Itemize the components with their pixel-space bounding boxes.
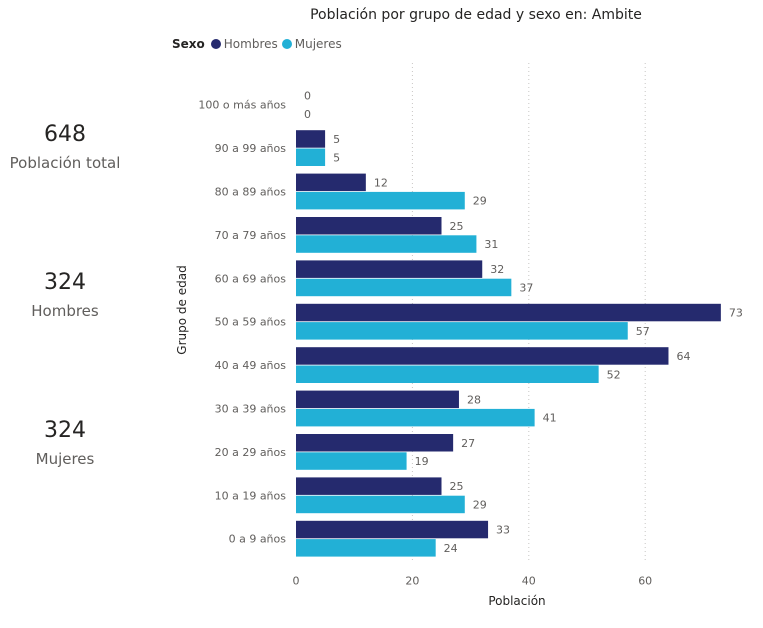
y-axis-title: Grupo de edad	[175, 265, 189, 355]
kpi-men-label: Hombres	[31, 302, 99, 320]
x-tick-label: 0	[293, 574, 300, 587]
data-label-mujeres: 0	[304, 108, 311, 121]
data-label-hombres: 32	[490, 263, 504, 276]
data-label-hombres: 73	[729, 307, 743, 320]
data-label-mujeres: 57	[636, 325, 650, 338]
bar-mujeres[interactable]	[296, 235, 477, 253]
legend-label-hombres: Hombres	[223, 37, 278, 51]
bar-hombres[interactable]	[296, 434, 454, 452]
data-label-hombres: 12	[374, 176, 388, 189]
kpi-total-label: Población total	[9, 154, 121, 172]
data-label-hombres: 25	[450, 220, 464, 233]
kpi-total: 648 Población total	[0, 122, 130, 172]
data-label-mujeres: 31	[484, 238, 498, 251]
chart-title: Población por grupo de edad y sexo en: A…	[310, 7, 642, 23]
kpi-women: 324 Mujeres	[0, 418, 130, 468]
y-tick-label: 90 a 99 años	[215, 142, 287, 155]
y-tick-label: 80 a 89 años	[215, 186, 287, 199]
data-label-mujeres: 5	[333, 151, 340, 164]
x-axis-title: Población	[488, 594, 546, 608]
bar-hombres[interactable]	[296, 520, 489, 539]
x-tick-label: 60	[638, 574, 652, 587]
data-label-mujeres: 29	[473, 195, 487, 208]
bar-mujeres[interactable]	[296, 148, 326, 167]
bar-hombres[interactable]	[296, 477, 442, 495]
kpi-women-value: 324	[44, 418, 86, 443]
kpi-total-value: 648	[44, 122, 86, 147]
y-tick-label: 60 a 69 años	[215, 272, 287, 285]
data-label-mujeres: 24	[444, 542, 458, 555]
bar-hombres[interactable]	[296, 260, 483, 278]
bar-hombres[interactable]	[296, 173, 366, 192]
bar-mujeres[interactable]	[296, 322, 628, 340]
x-tick-label: 20	[405, 574, 419, 587]
x-tick-label: 40	[522, 574, 536, 587]
bar-hombres[interactable]	[296, 347, 669, 365]
y-tick-label: 0 a 9 años	[229, 533, 287, 546]
kpi-men-value: 324	[44, 270, 86, 295]
data-label-hombres: 33	[496, 524, 510, 537]
bar-mujeres[interactable]	[296, 539, 436, 557]
bar-mujeres[interactable]	[296, 278, 512, 297]
data-label-hombres: 0	[304, 90, 311, 103]
data-label-mujeres: 41	[543, 412, 557, 425]
bar-mujeres[interactable]	[296, 495, 465, 514]
bar-hombres[interactable]	[296, 390, 459, 409]
y-tick-label: 30 a 39 años	[215, 403, 287, 416]
data-label-mujeres: 37	[519, 281, 533, 294]
data-label-hombres: 64	[676, 350, 690, 363]
kpi-women-label: Mujeres	[35, 450, 95, 468]
legend-dot-mujeres-icon	[281, 39, 292, 49]
data-label-mujeres: 19	[415, 455, 429, 468]
bar-mujeres[interactable]	[296, 408, 535, 427]
legend-dot-hombres-icon	[210, 39, 221, 49]
data-label-hombres: 27	[461, 437, 475, 450]
bar-mujeres[interactable]	[296, 191, 465, 210]
bar-mujeres[interactable]	[296, 365, 599, 384]
bar-hombres[interactable]	[296, 303, 721, 322]
legend-title: Sexo	[172, 37, 205, 51]
bar-mujeres[interactable]	[296, 452, 407, 470]
bar-hombres[interactable]	[296, 130, 326, 148]
legend-label-mujeres: Mujeres	[294, 37, 342, 51]
legend-item-hombres[interactable]: Hombres	[210, 37, 278, 51]
kpi-men: 324 Hombres	[0, 270, 130, 320]
y-tick-label: 100 o más años	[198, 99, 286, 112]
y-tick-label: 20 a 29 años	[215, 446, 287, 459]
y-tick-label: 70 a 79 años	[215, 229, 287, 242]
data-label-hombres: 25	[450, 480, 464, 493]
data-label-hombres: 28	[467, 393, 481, 406]
legend-item-mujeres[interactable]: Mujeres	[281, 37, 342, 51]
data-label-mujeres: 29	[473, 498, 487, 511]
y-tick-label: 40 a 49 años	[215, 359, 287, 372]
data-label-mujeres: 52	[607, 368, 621, 381]
data-label-hombres: 5	[333, 133, 340, 146]
bar-hombres[interactable]	[296, 217, 442, 235]
y-tick-label: 10 a 19 años	[215, 489, 287, 502]
y-tick-label: 50 a 59 años	[215, 316, 287, 329]
legend: Sexo Hombres Mujeres	[172, 37, 346, 51]
